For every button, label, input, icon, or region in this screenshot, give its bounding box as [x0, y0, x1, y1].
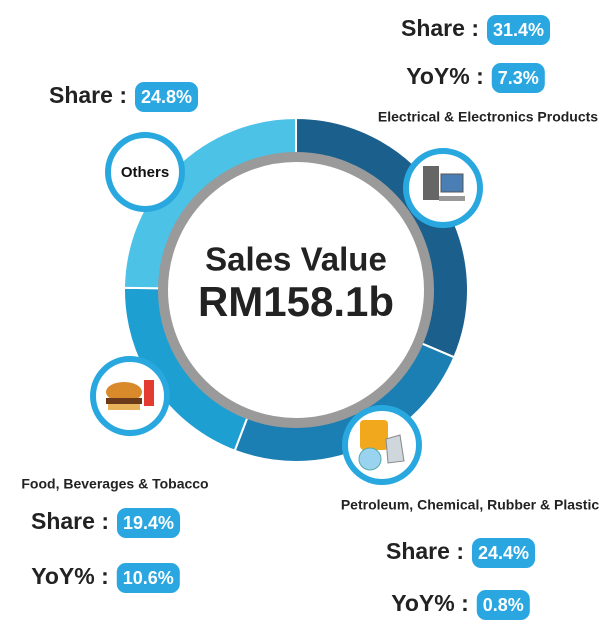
pill-text: 31.4%	[493, 20, 544, 40]
center-title: Sales Value	[205, 241, 387, 278]
icon-art	[106, 398, 142, 404]
value-pill: 31.4%	[487, 15, 550, 45]
value-pill: 0.8%	[477, 590, 530, 620]
category-label: Electrical & Electronics Products	[378, 109, 598, 125]
category-label: Food, Beverages & Tobacco	[21, 476, 208, 492]
row-label: YoY% :	[391, 590, 469, 616]
infographic: Sales Value RM158.1b Electrical & Electr…	[0, 0, 616, 621]
row-label: Share :	[401, 15, 479, 41]
row-label: Share :	[31, 508, 109, 534]
icon-art	[423, 166, 439, 200]
value-pill: 19.4%	[117, 508, 180, 538]
pill-text: 0.8%	[483, 595, 524, 615]
row-label: Share :	[386, 538, 464, 564]
pill-text: 7.3%	[498, 68, 539, 88]
icon-art	[360, 420, 388, 450]
row-label: YoY% :	[406, 63, 484, 89]
icon-art	[441, 174, 463, 192]
value-pill: 24.4%	[472, 538, 535, 568]
row-label: Share :	[49, 82, 127, 108]
center-value: RM158.1b	[198, 278, 394, 325]
row-label: YoY% :	[31, 563, 109, 589]
pill-text: 24.8%	[141, 87, 192, 107]
icon-art	[144, 380, 154, 406]
value-pill: 10.6%	[117, 563, 180, 593]
pill-text: 19.4%	[123, 513, 174, 533]
icon-art	[359, 448, 381, 470]
icon-art	[439, 196, 465, 201]
category-label: Petroleum, Chemical, Rubber & Plastic	[341, 497, 600, 513]
pill-text: 24.4%	[478, 543, 529, 563]
value-pill: 7.3%	[492, 63, 545, 93]
pill-text: 10.6%	[123, 568, 174, 588]
value-pill: 24.8%	[135, 82, 198, 112]
icon-art	[108, 404, 140, 410]
category-label: Others	[121, 164, 169, 181]
